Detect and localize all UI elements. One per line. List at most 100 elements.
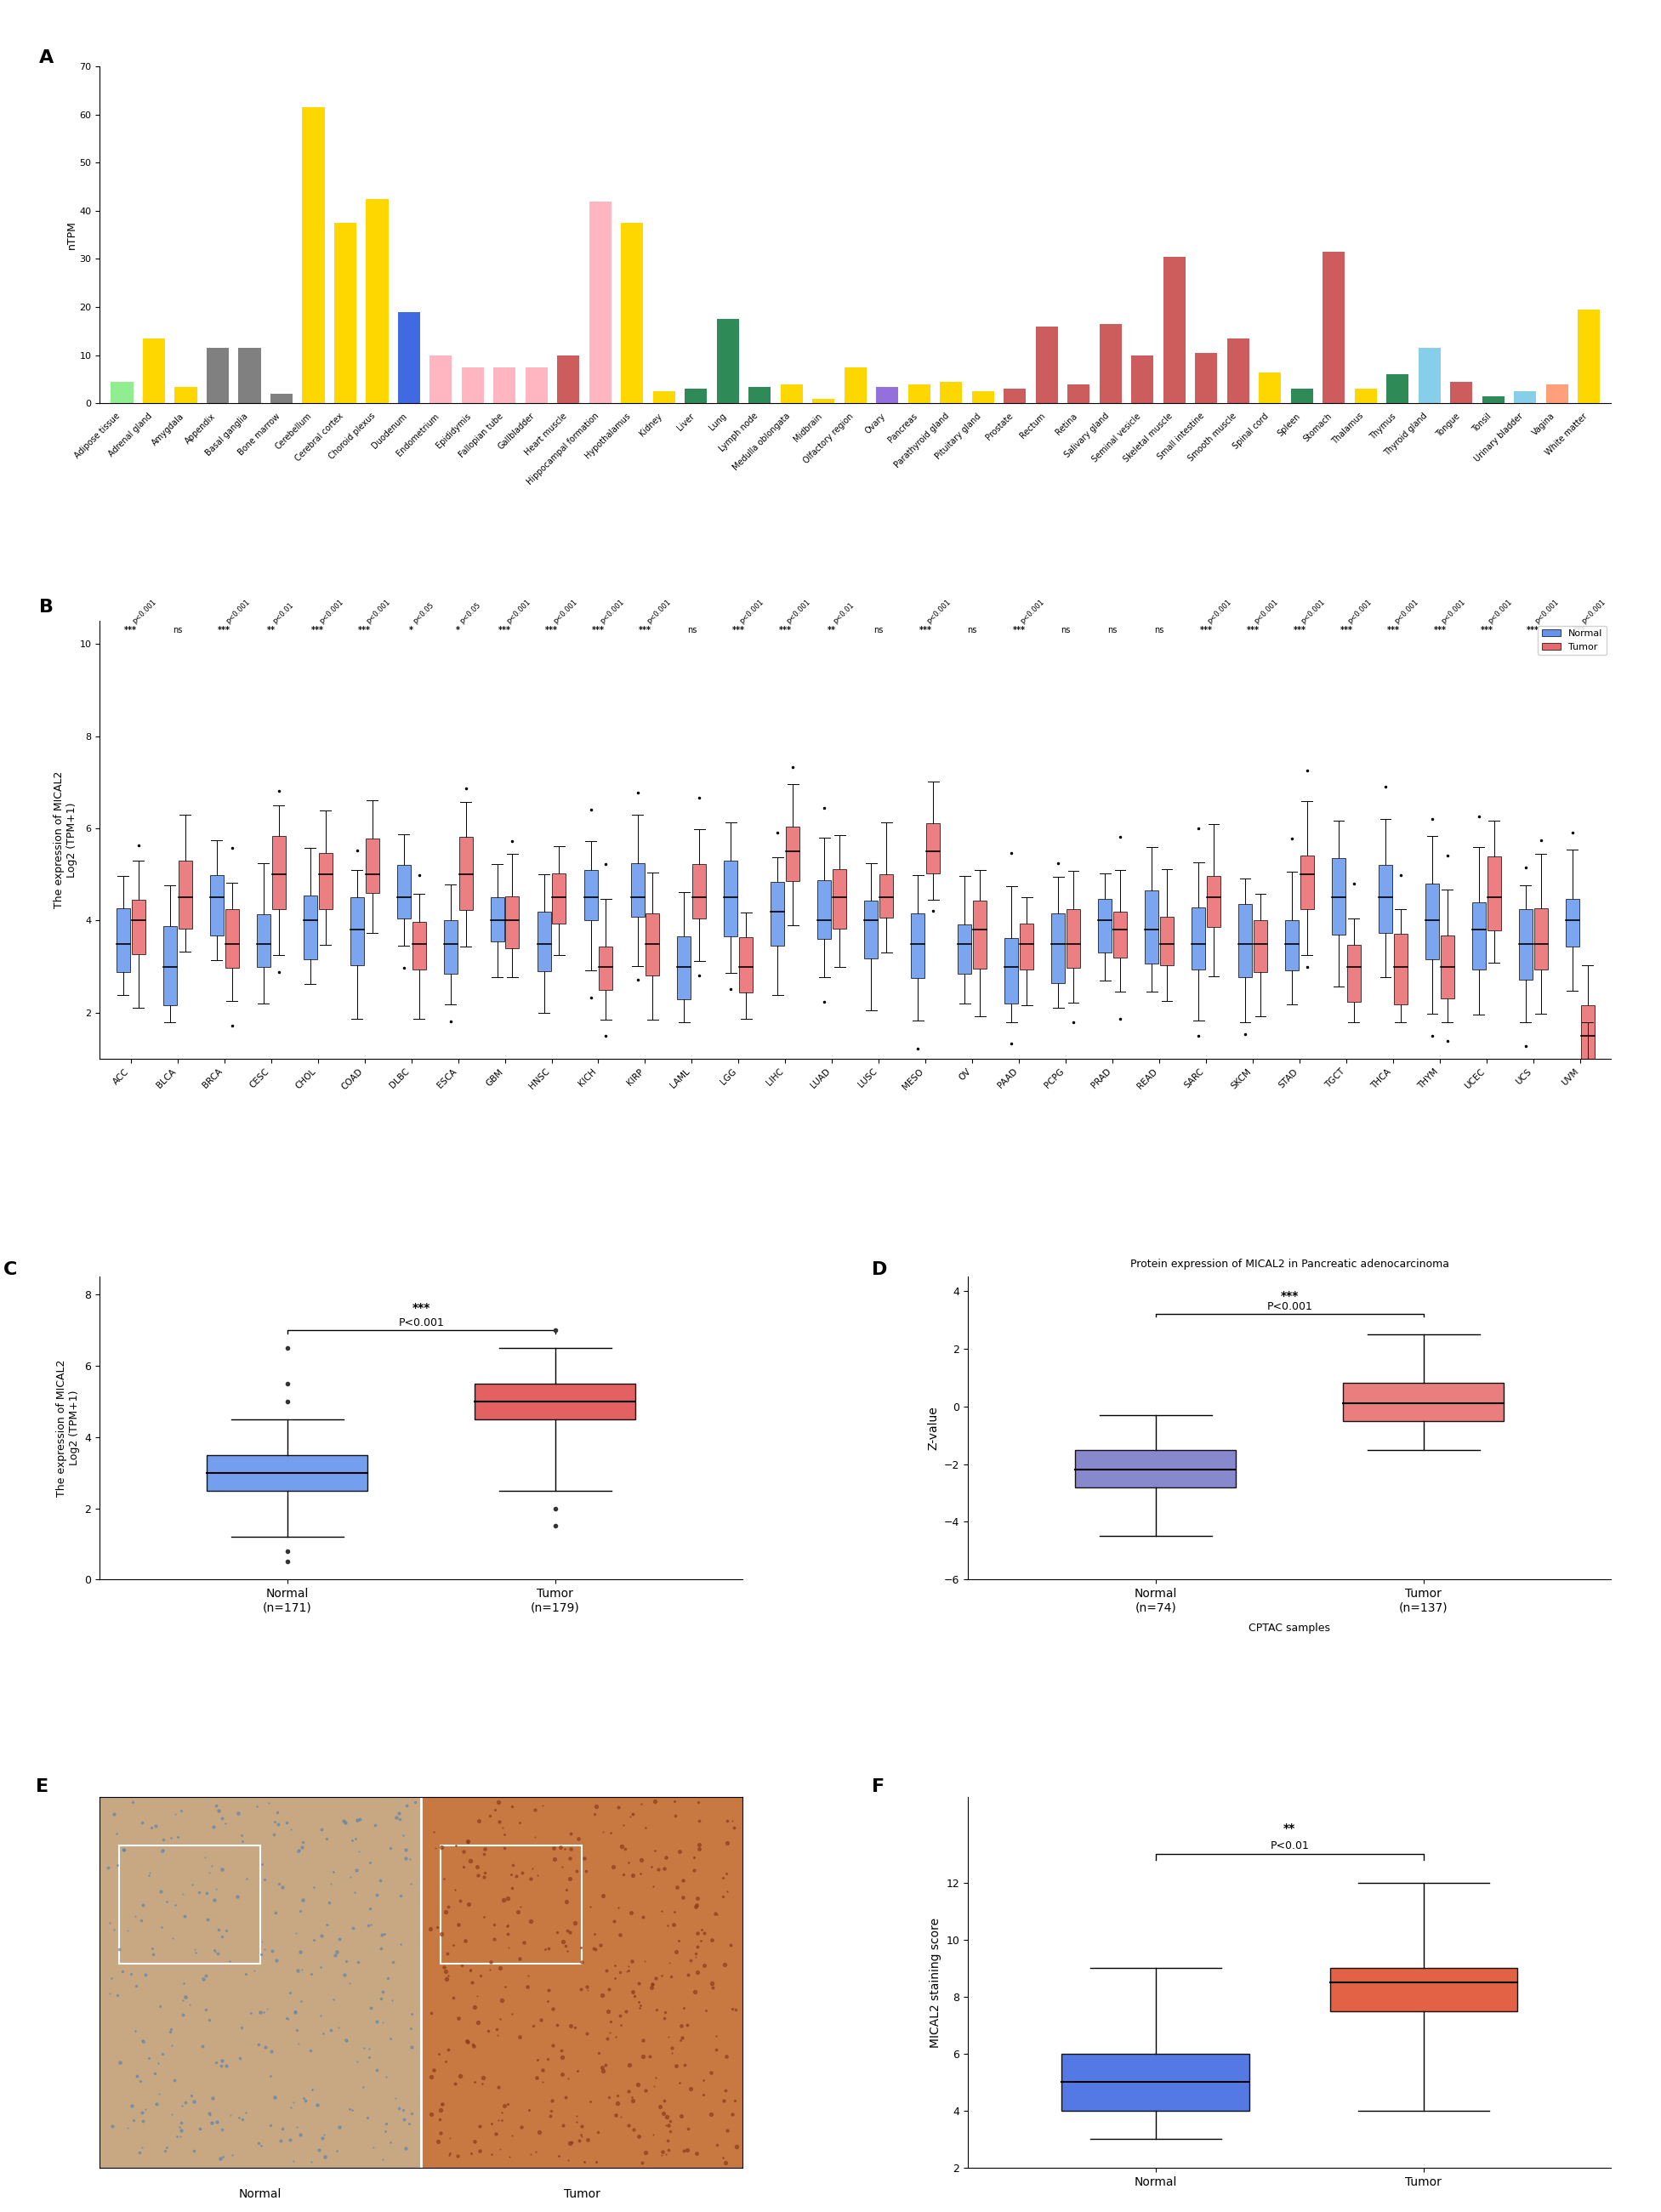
Text: ***: *** — [1246, 626, 1259, 635]
Bar — [1035, 327, 1058, 403]
Bar — [1347, 945, 1360, 1002]
Bar — [927, 823, 940, 874]
Bar — [1131, 356, 1154, 403]
Bar — [1194, 354, 1218, 403]
Bar — [100, 1796, 422, 2168]
Bar — [1066, 909, 1080, 969]
Text: p<0.001: p<0.001 — [644, 597, 673, 626]
Bar — [693, 865, 706, 918]
Text: p<0.001: p<0.001 — [1487, 597, 1513, 626]
Text: **: ** — [827, 626, 835, 635]
Text: p<0.001: p<0.001 — [1533, 597, 1560, 626]
Text: F: F — [872, 1778, 884, 1796]
Bar — [817, 880, 830, 940]
Bar — [556, 356, 580, 403]
Bar — [973, 900, 987, 969]
Bar — [206, 347, 229, 403]
Text: ***: *** — [1340, 626, 1352, 635]
Bar — [1518, 909, 1533, 980]
Bar — [1418, 347, 1440, 403]
Text: A: A — [40, 49, 53, 66]
Bar — [209, 876, 224, 936]
Text: p<0.01: p<0.01 — [271, 602, 296, 626]
Text: D: D — [872, 1261, 887, 1279]
Text: ***: *** — [1526, 626, 1540, 635]
Text: ***: *** — [1199, 626, 1213, 635]
Bar — [131, 900, 145, 953]
Bar — [440, 1845, 581, 1964]
Bar — [812, 398, 835, 403]
Bar — [1005, 938, 1018, 1004]
Text: p<0.05: p<0.05 — [458, 602, 482, 626]
Bar — [304, 896, 317, 960]
Text: p<0.001: p<0.001 — [505, 597, 532, 626]
Bar — [111, 383, 133, 403]
Bar — [1379, 865, 1392, 933]
Text: *: * — [455, 626, 460, 635]
Bar — [1440, 936, 1453, 1000]
Bar — [771, 883, 784, 945]
Bar — [1472, 902, 1485, 969]
Bar — [422, 1796, 742, 2168]
Text: p<0.001: p<0.001 — [224, 597, 251, 626]
Bar — [909, 385, 930, 403]
Bar — [1254, 920, 1267, 971]
Bar — [490, 896, 503, 940]
Text: ***: *** — [125, 626, 138, 635]
Bar — [334, 223, 357, 403]
Text: ns: ns — [688, 626, 696, 635]
Text: **: ** — [267, 626, 276, 635]
Text: ***: *** — [779, 626, 792, 635]
Text: p<0.001: p<0.001 — [739, 597, 766, 626]
Text: ***: *** — [1294, 626, 1306, 635]
Bar — [226, 909, 239, 967]
Bar — [399, 312, 420, 403]
Title: Protein expression of MICAL2 in Pancreatic adenocarcinoma: Protein expression of MICAL2 in Pancreat… — [1129, 1259, 1448, 1270]
Text: ***: *** — [733, 626, 744, 635]
Text: ***: *** — [359, 626, 370, 635]
Text: ***: *** — [218, 626, 231, 635]
Text: ***: *** — [919, 626, 932, 635]
Bar — [1332, 858, 1345, 936]
Bar — [525, 367, 548, 403]
Bar — [365, 838, 379, 894]
Bar — [174, 387, 198, 403]
Bar — [585, 869, 598, 920]
Bar — [1061, 2053, 1249, 2110]
Bar — [832, 869, 847, 929]
Bar — [1301, 856, 1314, 909]
Text: ns: ns — [1108, 626, 1118, 635]
Bar — [1191, 907, 1206, 969]
Bar — [1286, 920, 1299, 971]
Text: ns: ns — [967, 626, 977, 635]
Bar — [1051, 914, 1065, 982]
Bar — [397, 865, 410, 918]
Bar — [1581, 1004, 1595, 1071]
Bar — [272, 836, 286, 909]
Bar — [678, 936, 691, 1000]
Bar — [430, 356, 452, 403]
Bar — [208, 1455, 367, 1491]
Text: ns: ns — [1154, 626, 1164, 635]
Text: CPTAC samples: CPTAC samples — [1249, 1624, 1330, 1635]
Bar — [475, 1382, 636, 1420]
Bar — [1482, 396, 1505, 403]
Bar — [621, 223, 643, 403]
Text: p<0.001: p<0.001 — [1347, 597, 1374, 626]
Legend: Normal, Tumor: Normal, Tumor — [1538, 626, 1606, 655]
Bar — [1535, 909, 1548, 969]
Text: p<0.001: p<0.001 — [1252, 597, 1281, 626]
Text: P<0.001: P<0.001 — [399, 1316, 443, 1327]
Text: C: C — [3, 1261, 17, 1279]
Text: p<0.001: p<0.001 — [1299, 597, 1327, 626]
Bar — [537, 911, 551, 971]
Text: Normal: Normal — [239, 2188, 282, 2201]
Text: ***: *** — [1433, 626, 1447, 635]
Bar — [1322, 252, 1345, 403]
Bar — [462, 367, 483, 403]
Text: p<0.001: p<0.001 — [317, 597, 345, 626]
Bar — [302, 108, 324, 403]
Bar — [493, 367, 517, 403]
Bar — [271, 394, 292, 403]
Text: p<0.05: p<0.05 — [412, 602, 435, 626]
